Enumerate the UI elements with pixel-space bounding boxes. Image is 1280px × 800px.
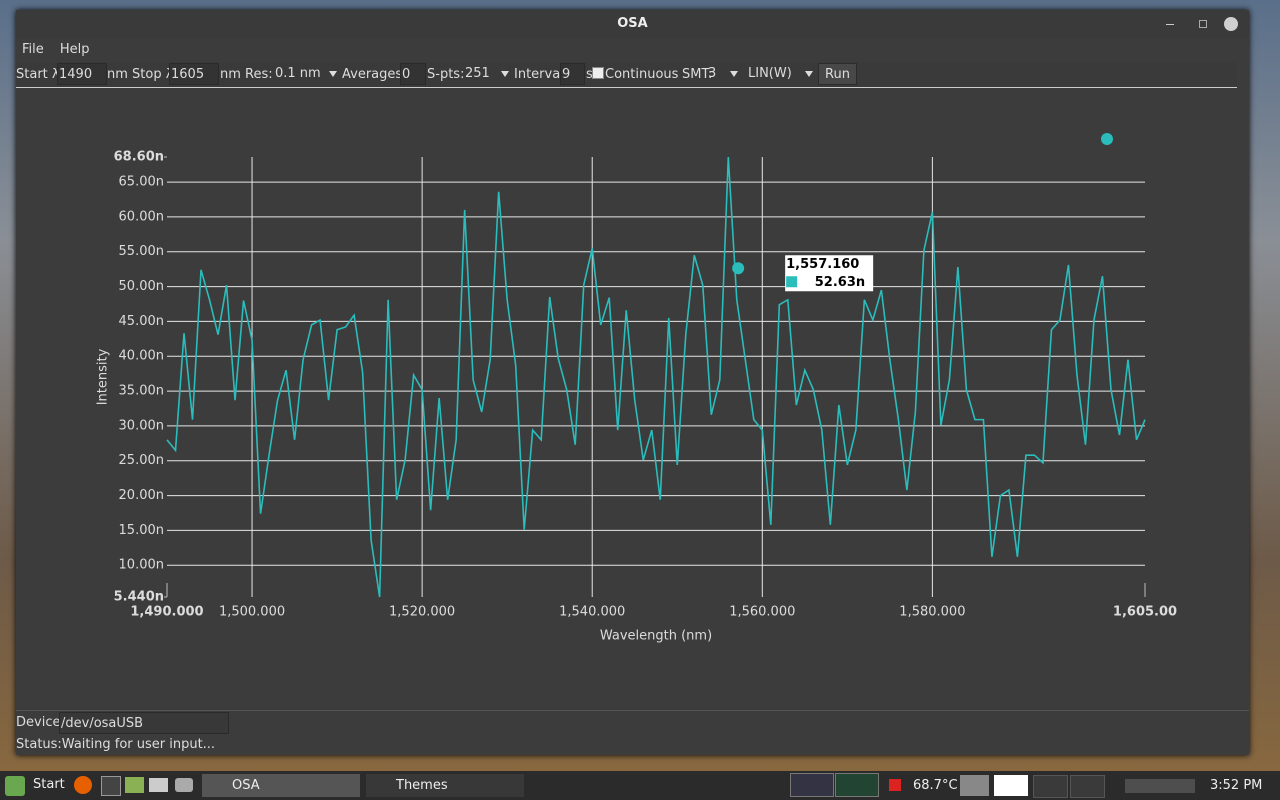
y-tick-label: 40.00n [119,349,164,364]
x-tick-label: 1,560.000 [729,605,795,620]
workspace[interactable] [1070,775,1105,798]
status-icon [889,779,901,791]
data-line [166,156,1146,598]
continuous-checkbox[interactable] [592,67,604,79]
y-tick-label: 55.00n [119,244,164,259]
stop-input[interactable]: 1605 [169,63,219,85]
clock: 3:52 PM [1210,778,1263,793]
y-tick-label: 15.00n [119,523,164,538]
x-tick-label: 1,580.000 [899,605,965,620]
label: s [586,67,593,82]
tray-icons [1125,779,1195,793]
x-axis-label: Wavelength (nm) [600,629,712,644]
label: Start λ: [16,67,64,82]
y-tick-label: 20.00n [119,488,164,503]
start-icon [5,776,25,796]
hover-marker [732,262,745,275]
select-value: LIN(W) [748,66,792,81]
temperature: 68.7°C [913,778,958,793]
cpu-monitor [790,773,834,797]
y-tick-label: 30.00n [119,418,164,433]
terminal-icon[interactable] [101,776,121,796]
x-tick-label: 1,605.00 [1113,605,1177,620]
select-value: 251 [465,66,490,81]
menu-item[interactable]: File [22,42,44,57]
toolbar: Start λ: 1490 nm Stop λ: 1605 nm Res: 0.… [16,62,1237,88]
tooltip-swatch [786,276,798,288]
label: nm Res: [220,67,273,82]
label: Interval: [514,67,569,82]
tooltip [785,255,874,292]
workspace[interactable] [994,775,1028,796]
label: Averages: [342,67,407,82]
y-tick-label: 65.00n [119,175,164,190]
select-value: 0.1 nm [275,66,321,81]
x-tick-label: 1,500.000 [219,605,285,620]
label: S-pts: [427,67,465,82]
label: Continuous [605,67,679,82]
camera-icon[interactable] [175,778,193,792]
workspace[interactable] [1033,775,1068,798]
y-tick-label: 68.60n [114,150,164,165]
x-tick-label: 1,520.000 [389,605,455,620]
scale-select[interactable]: LIN(W) [745,63,816,85]
res-select[interactable]: 0.1 nm [272,63,340,85]
legend-dot [1101,133,1113,145]
y-tick-label: 60.00n [119,209,164,224]
task-button[interactable]: OSA [202,774,360,797]
tooltip-x: 1,557.160 [786,257,859,272]
y-tick-label: 50.00n [119,279,164,294]
y-tick-label: 45.00n [119,314,164,329]
run-button[interactable]: Run [818,63,857,85]
label: SMT: [682,67,713,82]
interval-input[interactable]: 9 [560,63,585,85]
device-input[interactable]: /dev/osaUSB [59,712,229,734]
title-bar: OSA [16,10,1249,38]
keyboard-icon[interactable] [149,778,168,792]
maximize-button[interactable] [1196,17,1210,31]
files-icon[interactable] [125,777,144,793]
y-tick-label: 5.440n [114,590,164,605]
smt-select[interactable]: 3 [705,63,741,85]
start-input[interactable]: 1490 [57,63,107,85]
status-area: Device: /dev/osaUSB Status:Waiting for u… [16,710,1249,756]
window-title: OSA [617,16,648,31]
y-tick-label: 10.00n [119,558,164,573]
window: OSA File Help Start λ: 1490 nm Stop λ: 1… [16,10,1249,755]
y-tick-label: 25.00n [119,453,164,468]
x-tick-label: 1,540.000 [559,605,625,620]
minimize-button[interactable] [1166,17,1180,31]
tooltip-value: 52.63n [815,275,865,290]
y-tick-label: 35.00n [119,384,164,399]
spts-select[interactable]: 251 [462,63,512,85]
taskbar: Start OSA Themes 68.7°C 3:52 PM [0,771,1280,800]
workspace[interactable] [960,775,989,796]
x-tick-label: 1,490.000 [130,605,203,620]
y-axis-label: Intensity [96,348,111,405]
label: nm Stop λ: [107,67,178,82]
task-label: Themes [396,778,448,793]
menu-bar: File Help [16,38,1249,62]
select-value: 3 [708,66,717,81]
averages-input[interactable]: 0 [400,63,426,85]
close-button[interactable] [1224,17,1238,31]
status-text: Status:Waiting for user input... [16,737,216,752]
start-button[interactable]: Start [33,777,65,792]
firefox-icon[interactable] [74,776,92,794]
task-button[interactable]: Themes [366,774,524,797]
label: Device: [16,715,65,730]
mem-monitor [835,773,879,797]
menu-item[interactable]: Help [59,42,90,57]
task-label: OSA [232,778,260,793]
